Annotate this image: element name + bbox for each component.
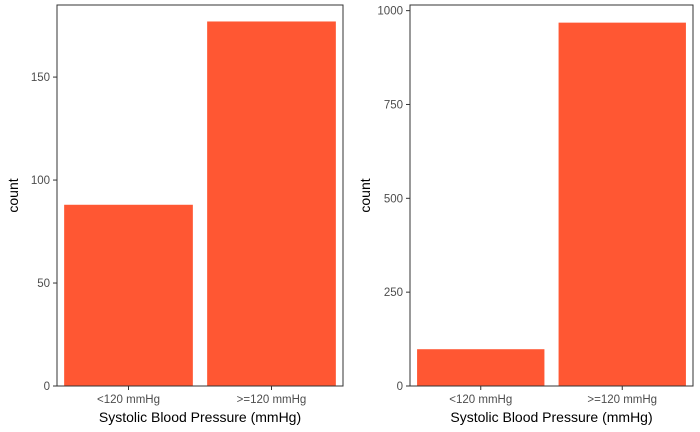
- y-axis-title: count: [357, 178, 373, 212]
- y-tick-label: 150: [31, 72, 50, 84]
- bar: [558, 22, 686, 386]
- bar: [207, 21, 336, 386]
- panel-border: [409, 4, 694, 387]
- y-tick-label: 0: [397, 381, 403, 393]
- y-tick-label: 500: [384, 193, 403, 205]
- panel-border: [56, 4, 344, 387]
- x-tick-label: <120 mmHg: [97, 394, 160, 406]
- y-axis-title: count: [5, 178, 21, 212]
- chart-panel-left: 0 50 100 150 <120 mmHg >=120 mmHg Systolic Blo…: [5, 4, 344, 425]
- y-tick-label: 50: [37, 278, 50, 290]
- y-tick-label: 100: [31, 175, 50, 187]
- y-tick-label: 250: [384, 287, 403, 299]
- y-tick-label: 1000: [377, 6, 403, 18]
- chart-panel-right: 0 250 500 750 1000 <120 mmHg >=120 mmHg Systoli…: [357, 4, 694, 425]
- bar: [417, 349, 545, 386]
- bar: [64, 204, 193, 386]
- x-tick-label: >=120 mmHg: [237, 394, 307, 406]
- x-axis-title: Systolic Blood Pressure (mmHg): [99, 409, 301, 425]
- x-tick-label: <120 mmHg: [449, 394, 512, 406]
- y-tick-label: 750: [384, 99, 403, 111]
- x-tick-label: >=120 mmHg: [587, 394, 657, 406]
- x-axis-title: Systolic Blood Pressure (mmHg): [450, 409, 652, 425]
- y-tick-label: 0: [44, 381, 50, 393]
